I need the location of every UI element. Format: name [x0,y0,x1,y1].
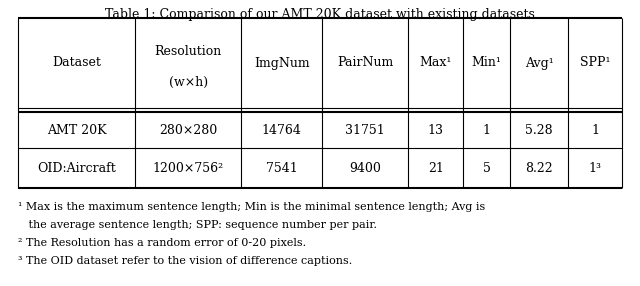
Text: 9400: 9400 [349,162,381,174]
Text: 1200×756²: 1200×756² [152,162,223,174]
Text: Avg¹: Avg¹ [525,57,554,69]
Text: 1³: 1³ [589,162,602,174]
Text: ² The Resolution has a random error of 0-20 pixels.: ² The Resolution has a random error of 0… [18,238,306,248]
Text: 13: 13 [428,124,444,136]
Text: ³ The OID dataset refer to the vision of difference captions.: ³ The OID dataset refer to the vision of… [18,256,352,266]
Text: the average sentence length; SPP: sequence number per pair.: the average sentence length; SPP: sequen… [18,220,377,230]
Text: Max¹: Max¹ [420,57,452,69]
Text: ¹ Max is the maximum sentence length; Min is the minimal sentence length; Avg is: ¹ Max is the maximum sentence length; Mi… [18,202,485,212]
Text: 21: 21 [428,162,444,174]
Text: 5.28: 5.28 [525,124,553,136]
Text: 8.22: 8.22 [525,162,553,174]
Text: (w×h): (w×h) [168,76,207,89]
Text: OID:Aircraft: OID:Aircraft [37,162,116,174]
Text: PairNum: PairNum [337,57,394,69]
Text: 1: 1 [483,124,491,136]
Text: AMT 20K: AMT 20K [47,124,106,136]
Text: Table 1: Comparison of our AMT 20K dataset with existing datasets: Table 1: Comparison of our AMT 20K datas… [105,8,535,21]
Text: 7541: 7541 [266,162,298,174]
Text: 14764: 14764 [262,124,302,136]
Text: 31751: 31751 [346,124,385,136]
Text: SPP¹: SPP¹ [580,57,611,69]
Text: 5: 5 [483,162,491,174]
Text: 1: 1 [591,124,599,136]
Text: 280×280: 280×280 [159,124,217,136]
Text: Min¹: Min¹ [472,57,502,69]
Text: ImgNum: ImgNum [254,57,310,69]
Text: Dataset: Dataset [52,57,101,69]
Text: Resolution: Resolution [154,45,221,58]
